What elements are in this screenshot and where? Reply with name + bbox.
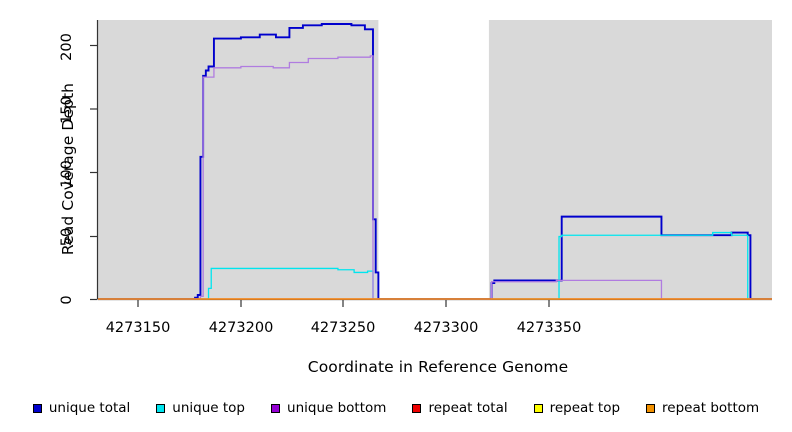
- legend-item-unique-bottom[interactable]: unique bottom: [271, 401, 386, 415]
- legend-item-label: unique bottom: [287, 400, 387, 416]
- legend-item-repeat-total[interactable]: repeat total: [412, 400, 508, 416]
- legend-square-icon: [646, 403, 656, 413]
- legend-square-icon: [412, 403, 422, 413]
- legend-item-label: unique total: [48, 400, 131, 416]
- shaded-region-group: [98, 20, 772, 299]
- legend-item-unique-top[interactable]: unique top: [156, 401, 245, 415]
- legend-item-label: repeat top: [549, 400, 621, 416]
- legend-square-icon: [32, 403, 42, 413]
- x-tick-label-4273200: 4273200: [208, 320, 274, 336]
- legend-square-icon: [271, 403, 281, 413]
- shaded-region-left: [98, 20, 379, 299]
- legend-item-repeat-top[interactable]: repeat top: [533, 400, 621, 416]
- x-tick-label-4273150: 4273150: [105, 320, 171, 336]
- series-line-unique-total: [98, 23, 772, 300]
- x-tick-label-4273300: 4273300: [413, 320, 479, 336]
- legend-square-icon: [156, 403, 166, 413]
- x-tick-label-4273250: 4273250: [310, 320, 376, 336]
- x-tick-label-4273350: 4273350: [516, 320, 582, 336]
- legend-item-label: unique top: [172, 400, 246, 416]
- series-line-unique-bottom: [98, 55, 772, 300]
- shaded-region-right: [488, 20, 772, 299]
- legend: unique total unique top unique bottom repea…: [0, 396, 792, 420]
- series-layer: [98, 23, 772, 300]
- legend-item-unique-total[interactable]: unique total: [32, 400, 131, 416]
- legend-square-icon: [533, 403, 543, 413]
- legend-item-repeat-bottom[interactable]: repeat bottom: [646, 401, 759, 415]
- legend-item-label: repeat bottom: [662, 400, 760, 416]
- legend-item-label: repeat total: [428, 400, 508, 416]
- x-axis-title: Coordinate in Reference Genome: [307, 358, 569, 376]
